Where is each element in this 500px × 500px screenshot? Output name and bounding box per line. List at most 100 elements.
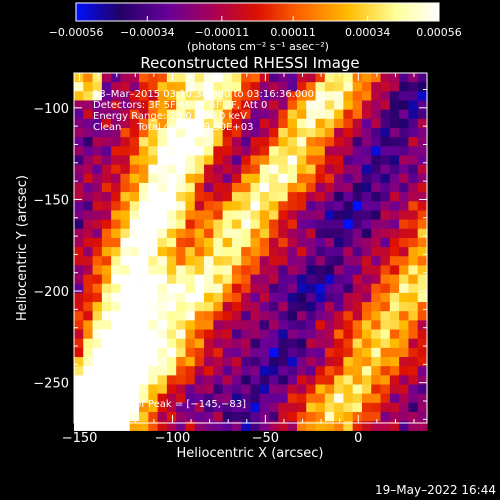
heatmap-cell [408,256,419,267]
heatmap-cell [222,247,233,257]
heatmap-cell [74,384,84,395]
heatmap-cell [231,347,242,358]
heatmap-cell [213,329,224,340]
heatmap-cell [389,347,400,358]
colorbar-tick-label: −0.00034 [120,26,175,39]
heatmap-cell [287,182,298,193]
heatmap-cell [222,91,233,102]
y-axis-label: Heliocentric Y (arcsec) [15,175,30,321]
heatmap-cell [343,210,354,221]
heatmap-cell [194,421,205,431]
heatmap-cell [278,247,289,257]
heatmap-cell [380,247,391,257]
heatmap-cell [334,311,344,321]
heatmap-cell [83,155,94,166]
heatmap-cell [74,155,84,166]
heatmap-cell [101,357,112,367]
heatmap-cell [176,173,187,184]
heatmap-cell [148,302,159,312]
heatmap-cell [371,118,382,129]
heatmap-cell [129,164,140,175]
annotations: 13–Mar–2015 03:10:36.000 to 03:16:36.000… [93,89,314,410]
heatmap-cell [194,283,205,294]
heatmap-cell [157,228,168,239]
heatmap-cell [111,201,122,212]
heatmap-cell [83,366,94,376]
heatmap-cell [278,109,289,120]
heatmap-cell [361,173,372,184]
y-axis-ticks: −100−150−200−250 [33,88,427,420]
heatmap-cell [380,366,391,376]
heatmap-cell [380,91,391,102]
heatmap-cell [194,82,205,92]
heatmap-cell [194,173,205,184]
heatmap-cell [194,192,205,202]
heatmap-cell [101,118,112,129]
heatmap-cell [185,320,196,331]
heatmap-cell [259,164,270,175]
heatmap-cell [306,100,317,111]
heatmap-cell [120,402,131,413]
heatmap-cell [324,265,335,276]
heatmap-cell [222,393,233,404]
heatmap-cell [380,274,391,285]
heatmap-cell [101,201,112,212]
heatmap-cell [148,127,159,138]
heatmap-cell [148,100,159,111]
heatmap-cell [101,393,112,404]
heatmap-cell [176,164,187,175]
heatmap-cell [287,393,298,404]
heatmap-cell [324,109,335,120]
heatmap-cell [352,320,363,331]
heatmap-cell [176,292,187,303]
heatmap-cell [222,357,233,367]
heatmap-cell [148,118,159,129]
heatmap-cell [176,73,187,83]
heatmap-cell [222,366,233,376]
heatmap-cell [250,311,261,321]
heatmap-cell [269,412,279,422]
heatmap-cell [250,302,261,312]
heatmap-cell [380,109,391,120]
heatmap-cell [306,347,317,358]
heatmap-cell [361,192,372,202]
heatmap-cell [399,347,410,358]
heatmap-cell [148,173,159,184]
heatmap-cell [408,402,419,413]
heatmap-cell [222,320,233,331]
heatmap-cell [166,219,177,230]
heatmap-cell [343,182,354,193]
heatmap-cell [176,109,187,120]
heatmap-cell [343,302,354,312]
heatmap-cell [259,109,270,120]
heatmap-cell [352,283,363,294]
heatmap-cell [222,173,233,184]
heatmap-cell [269,182,279,193]
heatmap-cell [296,302,307,312]
heatmap-cell [389,164,400,175]
heatmap-cell [92,228,103,239]
heatmap-cell [241,219,252,230]
heatmap-cell [259,274,270,285]
heatmap-cell [324,219,335,230]
heatmap-cell [204,421,214,431]
heatmap-cell [83,192,94,202]
heatmap-cell [389,173,400,184]
heatmap-cell [408,155,419,166]
x-tick-label: −150 [62,431,98,446]
heatmap-cell [352,155,363,166]
heatmap-cell [176,347,187,358]
heatmap-cell [222,127,233,138]
heatmap-cell [250,338,261,349]
heatmap-cell [101,146,112,157]
heatmap-cell [120,256,131,267]
colorbar-gradient [75,2,440,22]
heatmap-cell [324,91,335,102]
heatmap-cell [74,91,84,102]
heatmap-cell [417,228,428,239]
heatmap-cell [399,412,410,422]
heatmap-cell [306,73,317,83]
colorbar: −0.00056 −0.00034 −0.00011 0.00011 0.00034 0.… [49,2,462,53]
heatmap-cell [194,127,205,138]
heatmap-cell [315,247,326,257]
